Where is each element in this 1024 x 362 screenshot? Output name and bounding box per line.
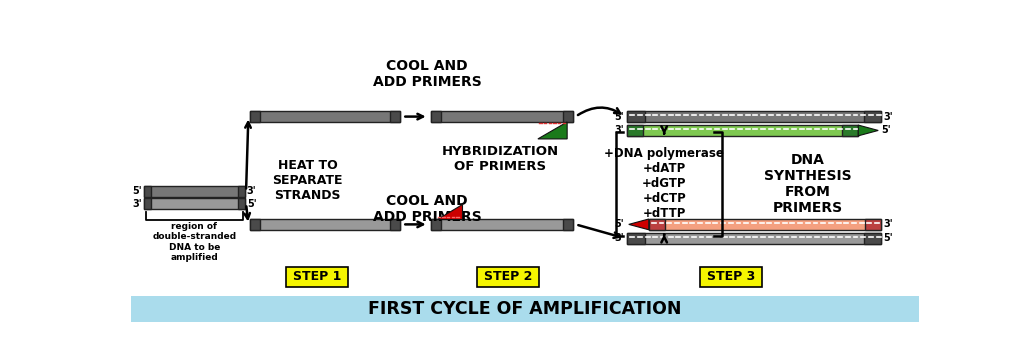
Text: 3': 3' (132, 199, 142, 209)
Bar (431, 111, 440, 122)
Text: 5': 5' (614, 111, 625, 122)
Text: COOL AND
ADD PRIMERS: COOL AND ADD PRIMERS (373, 59, 481, 89)
Text: COOL AND
ADD PRIMERS: COOL AND ADD PRIMERS (373, 194, 481, 224)
Text: HEAT TO
SEPARATE
STRANDS: HEAT TO SEPARATE STRANDS (272, 159, 343, 202)
Bar (628, 125, 643, 136)
Text: STEP 2: STEP 2 (483, 270, 532, 283)
FancyBboxPatch shape (700, 267, 762, 287)
Bar (144, 186, 245, 197)
Text: 3': 3' (614, 233, 625, 243)
Text: region of
double-stranded
DNA to be
amplified: region of double-stranded DNA to be ampl… (153, 222, 237, 262)
Bar (389, 111, 400, 122)
Text: 5': 5' (247, 199, 256, 209)
Bar (563, 111, 573, 122)
Bar (628, 233, 882, 244)
Bar (649, 219, 665, 230)
Polygon shape (629, 219, 649, 230)
Text: 3': 3' (884, 111, 893, 122)
Polygon shape (538, 122, 567, 139)
Text: 5': 5' (884, 233, 893, 243)
Bar (238, 186, 245, 197)
Bar (131, 296, 920, 322)
Bar (144, 186, 152, 197)
Text: DNA
SYNTHESIS
FROM
PRIMERS: DNA SYNTHESIS FROM PRIMERS (764, 153, 852, 215)
Text: +DNA polymerase
+dATP
+dGTP
+dCTP
+dTTP: +DNA polymerase +dATP +dGTP +dCTP +dTTP (604, 147, 724, 220)
Bar (865, 219, 882, 230)
Bar (389, 219, 400, 230)
Bar (628, 233, 645, 244)
Text: 3': 3' (614, 126, 625, 135)
Text: 5': 5' (614, 219, 625, 230)
Bar (628, 111, 645, 122)
FancyBboxPatch shape (286, 267, 348, 287)
Text: FIRST CYCLE OF AMPLIFICATION: FIRST CYCLE OF AMPLIFICATION (368, 300, 682, 318)
Text: HYBRIDIZATION
OF PRIMERS: HYBRIDIZATION OF PRIMERS (441, 145, 559, 173)
Bar (863, 111, 882, 122)
Polygon shape (858, 125, 879, 136)
FancyBboxPatch shape (477, 267, 539, 287)
Bar (863, 233, 882, 244)
Text: STEP 3: STEP 3 (707, 270, 756, 283)
Bar (628, 111, 882, 122)
Text: 3': 3' (884, 219, 893, 230)
Bar (250, 219, 400, 230)
Polygon shape (437, 203, 462, 219)
Bar (250, 219, 260, 230)
Bar (431, 219, 440, 230)
Bar (563, 219, 573, 230)
Bar (842, 125, 858, 136)
Bar (250, 111, 400, 122)
Text: 5': 5' (132, 186, 142, 196)
Bar (431, 219, 573, 230)
Bar (144, 198, 152, 209)
Text: 3': 3' (247, 186, 256, 196)
Text: 5': 5' (882, 126, 891, 135)
Text: STEP 1: STEP 1 (293, 270, 341, 283)
Bar (431, 111, 573, 122)
Bar (628, 125, 858, 136)
Bar (144, 198, 245, 209)
Bar (250, 111, 260, 122)
Bar (238, 198, 245, 209)
Bar (649, 219, 882, 230)
